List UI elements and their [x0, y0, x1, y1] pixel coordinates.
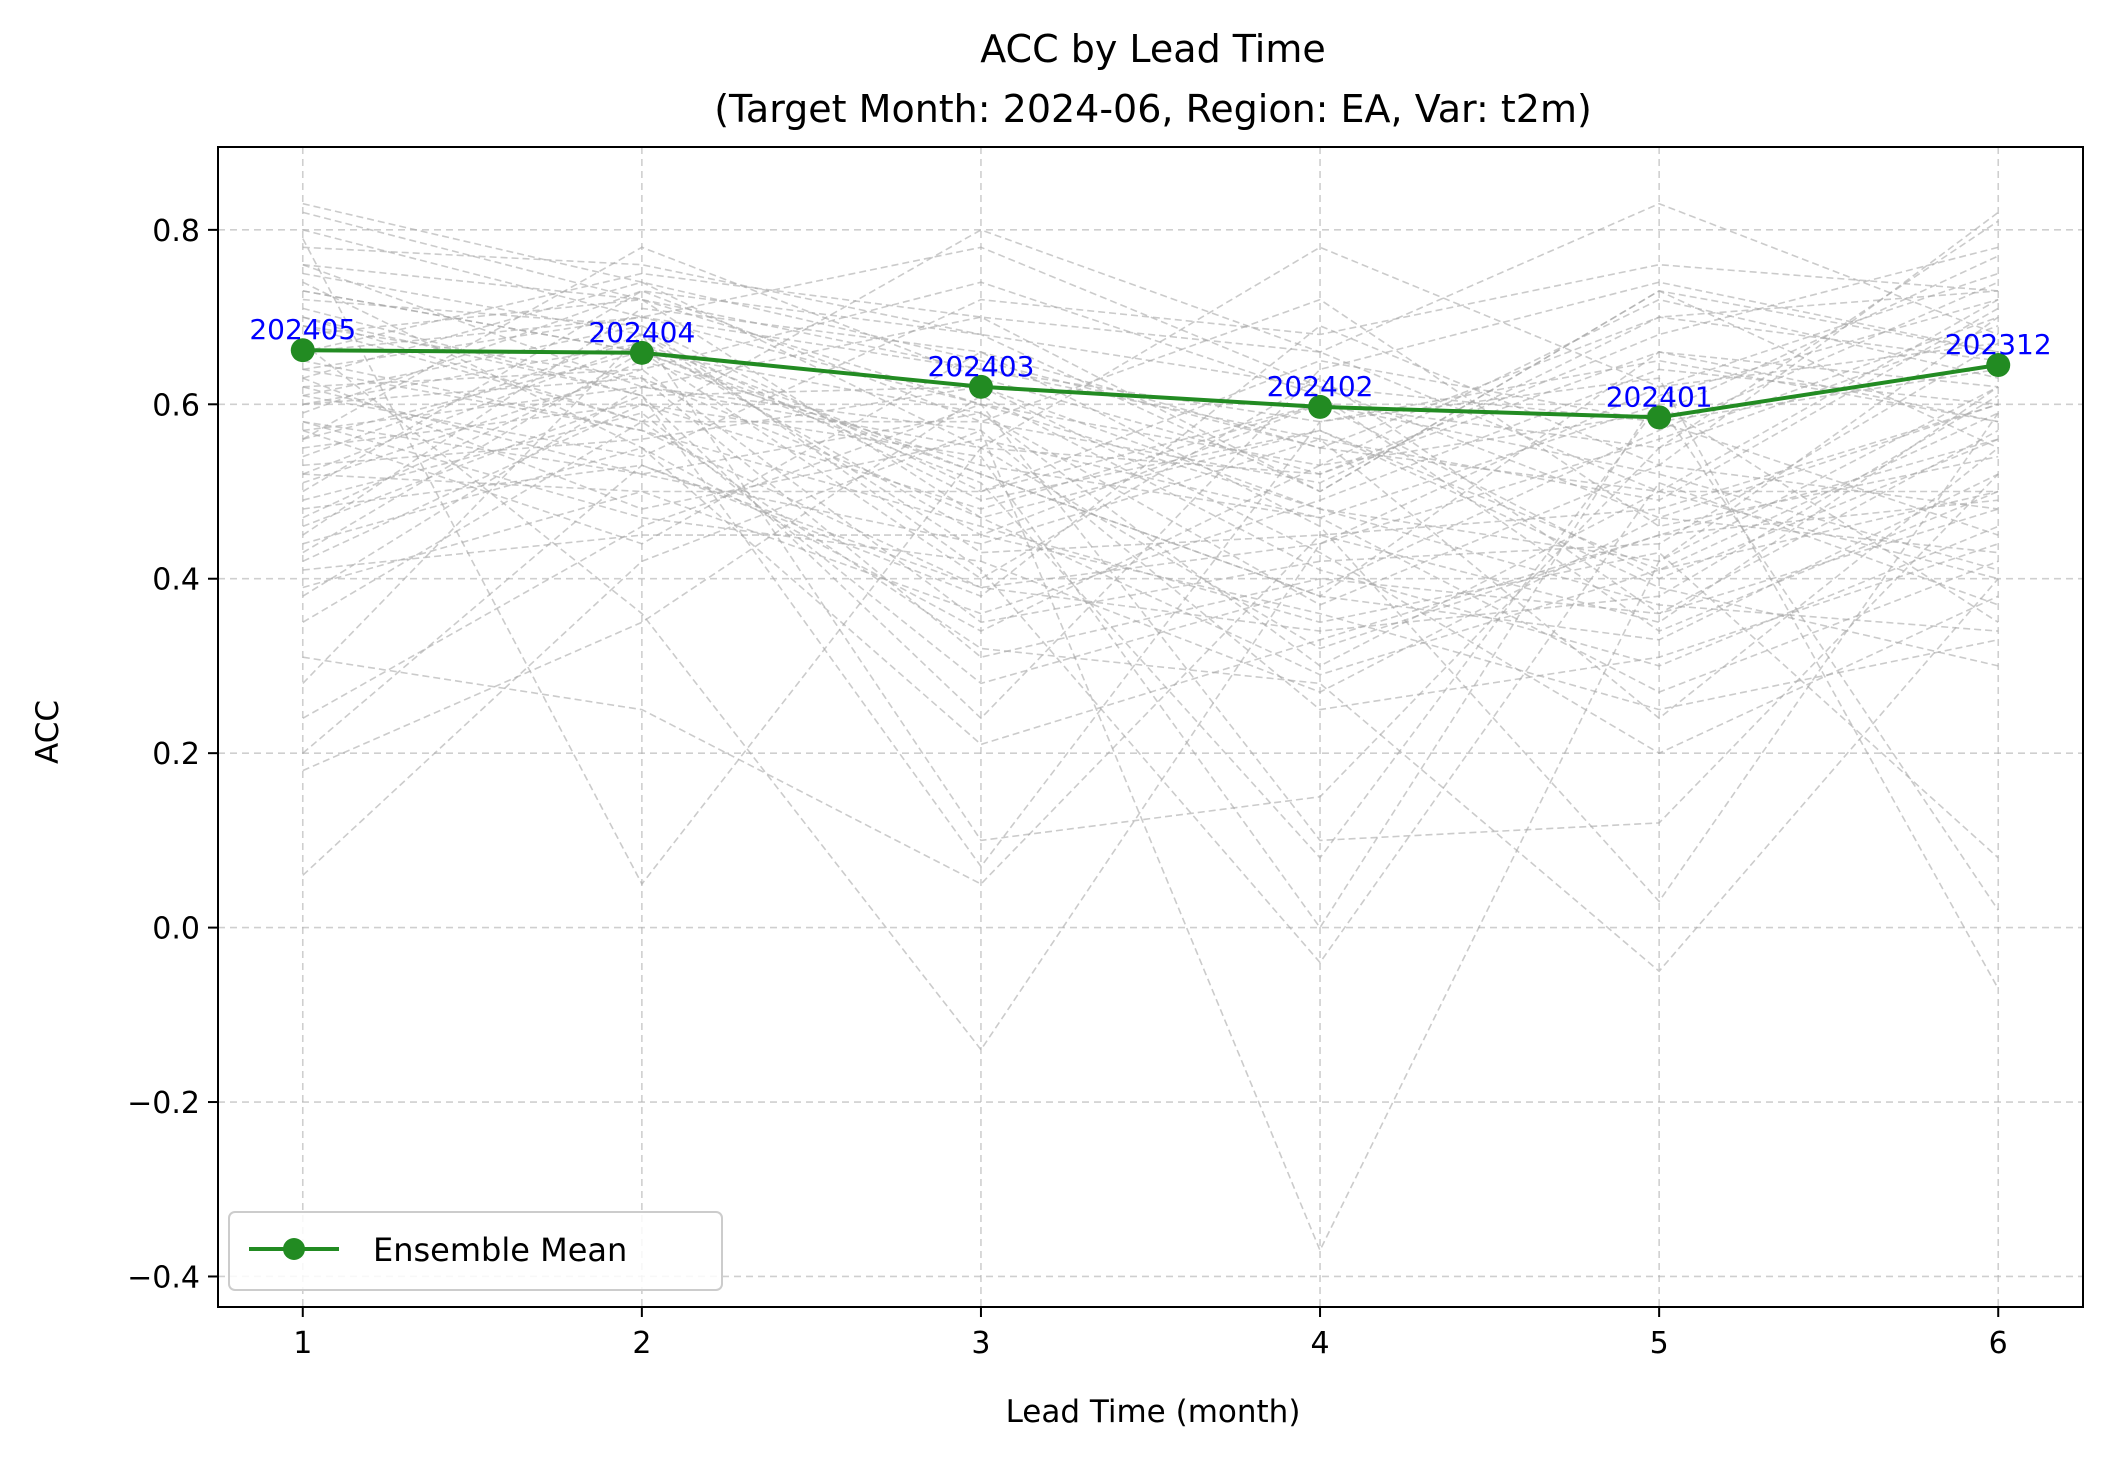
point-annotation-2: 202403	[928, 350, 1035, 383]
plot-frame	[217, 146, 2084, 1308]
member-line-12	[302, 359, 1999, 632]
member-line-9	[302, 325, 1999, 676]
member-line-56	[302, 290, 1999, 484]
member-line-42	[302, 238, 1999, 886]
member-line-2	[302, 229, 1999, 519]
ensemble-mean-point-5	[1986, 353, 2011, 378]
x-axis-label: Lead Time (month)	[1006, 1394, 1301, 1430]
point-annotation-5: 202312	[1945, 328, 2052, 361]
member-line-23	[302, 325, 1999, 842]
member-line-11	[302, 272, 1999, 580]
member-line-39	[302, 211, 1999, 754]
member-line-16	[302, 263, 1999, 458]
member-line-3	[302, 246, 1999, 493]
member-line-53	[302, 316, 1999, 720]
point-annotations: 202405 202404 202403 202402 202401 202312	[249, 313, 2051, 413]
x-tick-label-1: 2	[632, 1326, 651, 1361]
member-line-22	[302, 403, 1999, 580]
member-line-54	[302, 359, 1999, 589]
y-tick-label-0: −0.4	[127, 1260, 200, 1295]
ensemble-mean-point-1	[629, 340, 654, 365]
member-line-58	[302, 281, 1999, 650]
member-line-38	[302, 403, 1999, 842]
member-line-45	[302, 324, 1999, 964]
member-line-25	[302, 368, 1999, 615]
point-annotation-1: 202404	[588, 316, 695, 349]
member-line-24	[302, 385, 1999, 755]
member-line-59	[302, 342, 1999, 589]
member-line-60	[302, 316, 1999, 632]
point-annotation-3: 202402	[1267, 370, 1374, 403]
y-axis-label: ACC	[30, 700, 66, 764]
member-line-14	[302, 377, 1999, 623]
x-tick-label-5: 6	[1989, 1326, 2008, 1361]
member-line-26	[302, 290, 1999, 528]
member-line-48	[302, 281, 1999, 720]
member-line-46	[302, 351, 1999, 903]
member-line-28	[302, 359, 1999, 693]
x-tick-label-2: 3	[971, 1326, 990, 1361]
ensemble-mean-point-4	[1647, 405, 1672, 430]
member-line-19	[302, 307, 1999, 545]
ensemble-mean-point-3	[1308, 394, 1333, 419]
ensemble-mean-series	[290, 338, 2011, 430]
ensemble-mean-line	[302, 348, 1999, 420]
legend-swatch-marker	[283, 1238, 305, 1260]
member-line-20	[302, 385, 1999, 711]
member-line-35	[302, 420, 1999, 973]
member-line-50	[302, 281, 1999, 633]
legend-label-ensemble-mean: Ensemble Mean	[373, 1231, 627, 1269]
member-line-29	[302, 307, 1999, 536]
member-line-57	[302, 342, 1999, 571]
x-tick-label-3: 4	[1310, 1326, 1329, 1361]
member-line-5	[302, 272, 1999, 624]
member-line-34	[302, 290, 1999, 597]
axes: 1 2 3 4 5 6 −0.4 −0.2 0.0 0.2 0.4 0.6 0.8	[127, 146, 2084, 1361]
y-tick-label-2: 0.0	[152, 912, 200, 947]
member-line-8	[302, 202, 1999, 423]
y-tick-label-3: 0.2	[152, 737, 200, 772]
y-tick-label-4: 0.4	[152, 563, 200, 598]
member-line-37	[302, 333, 1999, 684]
member-line-47	[302, 290, 1999, 911]
point-annotation-0: 202405	[249, 313, 356, 346]
member-line-41	[302, 386, 1999, 1253]
member-line-61	[302, 351, 1999, 598]
legend: Ensemble Mean	[228, 1211, 723, 1291]
y-tick-label-6: 0.8	[152, 214, 200, 249]
legend-box	[228, 1211, 723, 1291]
y-tick-label-5: 0.6	[152, 388, 200, 423]
y-tick-label-1: −0.2	[127, 1086, 200, 1121]
point-annotation-4: 202401	[1606, 380, 1713, 413]
ensemble-mean-point-0	[290, 338, 315, 363]
member-line-63	[302, 386, 1999, 667]
member-line-43	[302, 316, 1999, 1052]
member-line-62	[302, 263, 1999, 571]
member-line-52	[302, 420, 1999, 693]
x-tick-label-4: 5	[1650, 1326, 1669, 1361]
chart-title: ACC by Lead Time	[980, 27, 1326, 71]
member-line-15	[302, 342, 1999, 624]
x-tick-label-0: 1	[293, 1326, 312, 1361]
member-line-31	[302, 351, 1999, 615]
ensemble-mean-point-2	[968, 374, 993, 399]
member-line-40	[302, 394, 1999, 772]
member-line-27	[302, 281, 1999, 685]
chart-subtitle: (Target Month: 2024-06, Region: EA, Var:…	[714, 87, 1592, 131]
member-line-44	[302, 307, 1999, 990]
